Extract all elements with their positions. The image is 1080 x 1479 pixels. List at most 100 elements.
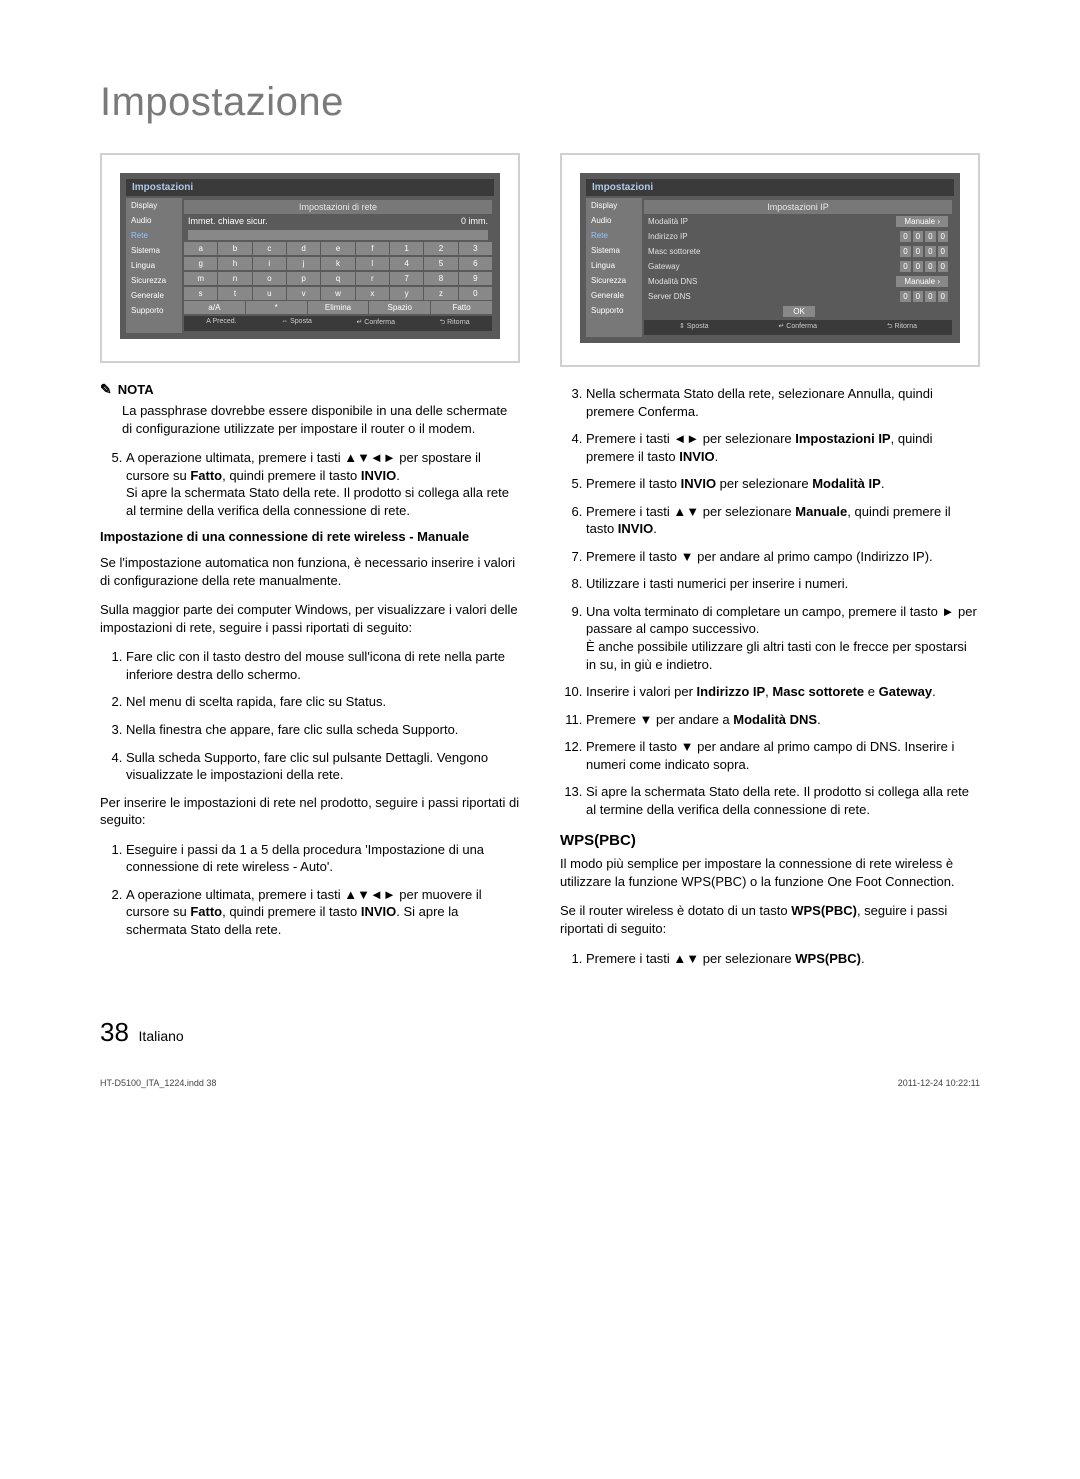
key: s (184, 287, 217, 300)
two-column-layout: Impostazioni DisplayAudioReteSistemaLing… (100, 153, 980, 977)
key: j (287, 257, 320, 270)
key: b (218, 242, 251, 255)
footer-filename: HT-D5100_ITA_1224.indd 38 (100, 1078, 216, 1088)
ip-setting-row: Indirizzo IP0000 (644, 229, 952, 244)
right-column: Impostazioni DisplayAudioReteSistemaLing… (560, 153, 980, 977)
ip-setting-row: Modalità DNSManuale › (644, 274, 952, 289)
ip-octet: 0 (900, 291, 910, 302)
settings-keyboard-mock: Impostazioni DisplayAudioReteSistemaLing… (100, 153, 520, 363)
key: f (356, 242, 389, 255)
r-step-4: Premere i tasti ◄► per selezionare Impos… (586, 430, 980, 465)
key: q (321, 272, 354, 285)
mock2-subtitle: Impostazioni IP (644, 200, 952, 214)
ip-setting-row: Masc sottorete0000 (644, 244, 952, 259)
key-bottom: Elimina (308, 301, 369, 314)
key: 3 (459, 242, 492, 255)
ip-octet: 0 (938, 261, 948, 272)
key: u (253, 287, 286, 300)
key: k (321, 257, 354, 270)
key: r (356, 272, 389, 285)
mock2-sidebar-item: Supporto (586, 303, 642, 318)
ip-octet: 0 (913, 246, 923, 257)
wps-heading: WPS(PBC) (560, 832, 980, 849)
page-title: Impostazione (100, 80, 980, 125)
page-language: Italiano (139, 1028, 184, 1044)
r-step-10: Inserire i valori per Indirizzo IP, Masc… (586, 683, 980, 701)
ip-row-label: Gateway (648, 262, 898, 271)
mock1-sidebar-item: Generale (126, 288, 182, 303)
wstep-2: Nel menu di scelta rapida, fare clic su … (126, 693, 520, 711)
key: z (424, 287, 457, 300)
key: w (321, 287, 354, 300)
ip-row-label: Modalità IP (648, 217, 894, 226)
key: 8 (424, 272, 457, 285)
key: g (184, 257, 217, 270)
mock1-sidebar-item: Lingua (126, 258, 182, 273)
ip-octet: 0 (900, 231, 910, 242)
ip-select-value: Manuale › (896, 276, 948, 287)
r-step-13: Si apre la schermata Stato della rete. I… (586, 783, 980, 818)
key: a (184, 242, 217, 255)
mock2-sidebar-item: Sicurezza (586, 273, 642, 288)
r-step-9: Una volta terminato di completare un cam… (586, 603, 980, 673)
mock-footer-hint: ⮌ Ritorna (440, 318, 470, 329)
key: l (356, 257, 389, 270)
key: n (218, 272, 251, 285)
page-number: 38 (100, 1017, 129, 1047)
manual-section-heading: Impostazione di una connessione di rete … (100, 529, 520, 546)
ip-octet: 0 (925, 261, 935, 272)
mock-footer-hint: ↵ Conferma (778, 322, 817, 333)
mock2-sidebar-item: Rete (586, 228, 642, 243)
ip-row-label: Server DNS (648, 292, 898, 301)
r-step-7: Premere il tasto ▼ per andare al primo c… (586, 548, 980, 566)
ip-octet: 0 (938, 291, 948, 302)
wps-p1: Il modo più semplice per impostare la co… (560, 855, 980, 890)
wstep-4: Sulla scheda Supporto, fare clic sul pul… (126, 749, 520, 784)
ip-octet: 0 (913, 291, 923, 302)
ip-octet: 0 (938, 231, 948, 242)
ip-octet: 0 (913, 261, 923, 272)
bstep-1: Eseguire i passi da 1 a 5 della procedur… (126, 841, 520, 876)
ip-setting-row: Server DNS0000 (644, 289, 952, 304)
key: c (253, 242, 286, 255)
wps-p2: Se il router wireless è dotato di un tas… (560, 902, 980, 937)
ip-octet: 0 (900, 246, 910, 257)
mock-footer-hint: A Preced. (206, 318, 236, 329)
key: 0 (459, 287, 492, 300)
product-steps: Eseguire i passi da 1 a 5 della procedur… (100, 841, 520, 939)
mock1-sidebar-item: Supporto (126, 303, 182, 318)
mock1-sidebar-item: Sicurezza (126, 273, 182, 288)
key-bottom: * (246, 301, 307, 314)
mock2-title: Impostazioni (586, 179, 954, 196)
step-5: A operazione ultimata, premere i tasti ▲… (126, 449, 520, 519)
ip-row-label: Masc sottorete (648, 247, 898, 256)
mock1-sidebar-item: Display (126, 198, 182, 213)
key-bottom: a/A (184, 301, 245, 314)
key: 9 (459, 272, 492, 285)
key: 7 (390, 272, 423, 285)
mock1-field-hint: 0 imm. (461, 216, 488, 226)
key: 4 (390, 257, 423, 270)
ip-octet: 0 (925, 231, 935, 242)
mock1-sidebar-item: Sistema (126, 243, 182, 258)
wstep-3: Nella finestra che appare, fare clic sul… (126, 721, 520, 739)
onscreen-keyboard: abcdef123ghijkl456mnopqr789stuvwxyz0a/A*… (184, 242, 492, 314)
note-body: La passphrase dovrebbe essere disponibil… (100, 402, 520, 437)
footer-date: 2011-12-24 10:22:11 (898, 1078, 980, 1088)
mock-footer-hint: ⇕ Sposta (679, 322, 709, 333)
bstep-2: A operazione ultimata, premere i tasti ▲… (126, 886, 520, 939)
key: i (253, 257, 286, 270)
manual-p3: Per inserire le impostazioni di rete nel… (100, 794, 520, 829)
mock2-sidebar-item: Display (586, 198, 642, 213)
windows-steps: Fare clic con il tasto destro del mouse … (100, 648, 520, 783)
wps-steps: Premere i tasti ▲▼ per selezionare WPS(P… (560, 950, 980, 968)
ip-octet: 0 (925, 291, 935, 302)
steps-continue-5: A operazione ultimata, premere i tasti ▲… (100, 449, 520, 519)
r-step-5: Premere il tasto INVIO per selezionare M… (586, 475, 980, 493)
r-step-11: Premere ▼ per andare a Modalità DNS. (586, 711, 980, 729)
wps-step-1: Premere i tasti ▲▼ per selezionare WPS(P… (586, 950, 980, 968)
r-step-12: Premere il tasto ▼ per andare al primo c… (586, 738, 980, 773)
key: v (287, 287, 320, 300)
key: x (356, 287, 389, 300)
key: m (184, 272, 217, 285)
